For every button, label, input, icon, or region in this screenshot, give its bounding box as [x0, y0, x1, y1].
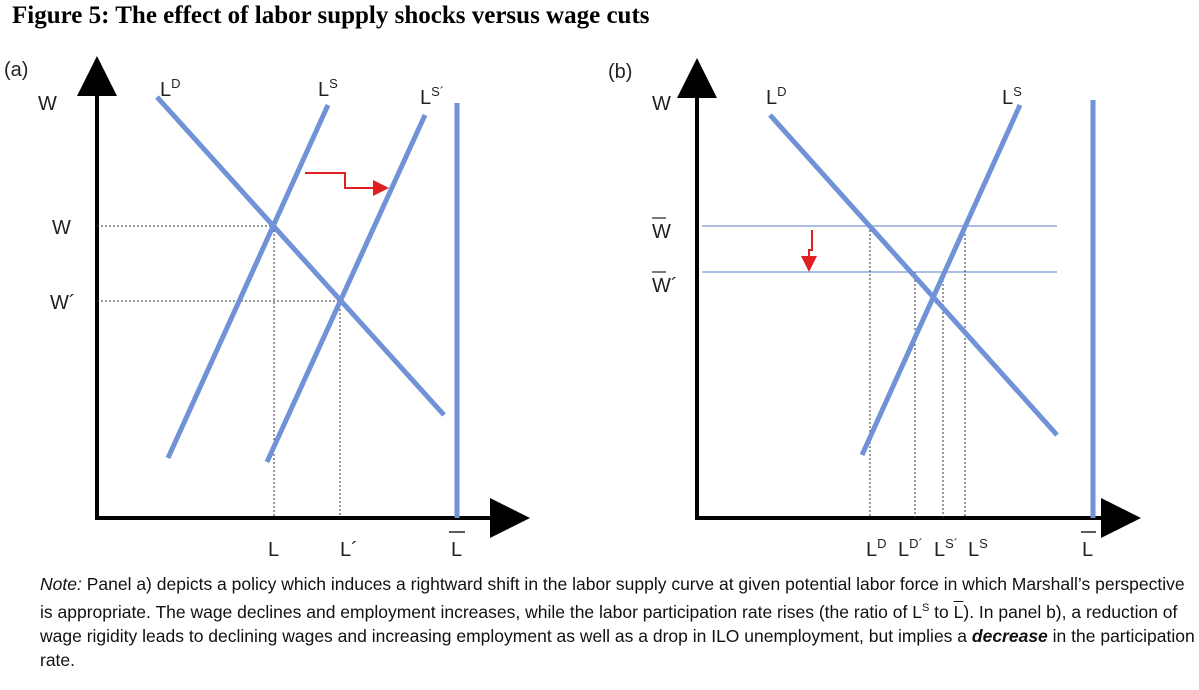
diagram: (a) W LD LS LS´ W W´ L L´ L (b) W LD LS …: [4, 56, 1141, 561]
note-text: ). In panel b), a reduction of wage rigi…: [40, 601, 1178, 646]
curve-label: LS: [1002, 84, 1022, 109]
sup: S´: [431, 84, 444, 99]
supply-curve: [859, 103, 1023, 457]
axis-label: W: [652, 93, 671, 115]
base: L: [934, 539, 945, 561]
x-label: LD´: [898, 536, 923, 561]
base: L: [766, 87, 777, 109]
x-label: LS: [968, 536, 988, 561]
x-label: LD: [866, 536, 887, 561]
x-label: LS´: [934, 536, 958, 561]
axis-label: W: [38, 93, 57, 115]
sup: D: [777, 84, 786, 99]
curve-label: LS: [318, 76, 338, 101]
panel-a: (a) W LD LS LS´ W W´ L L´ L: [4, 56, 530, 561]
sup: S´: [945, 536, 958, 551]
x-label: L: [1082, 539, 1093, 561]
sup: S: [1013, 84, 1022, 99]
panel-b: (b) W LD LS W W´ LD LD´ LS´ LS L: [608, 58, 1141, 561]
demand-curve: [768, 113, 1059, 437]
note: Note: Panel a) depicts a policy which in…: [40, 572, 1198, 672]
panel-label: (b): [608, 61, 632, 83]
note-sup: S: [921, 602, 930, 614]
note-symbol: L: [953, 601, 964, 622]
shift-arrow: [305, 172, 389, 196]
base: L: [898, 539, 909, 561]
sup: D: [171, 76, 180, 91]
note-emphasis: decrease: [971, 625, 1048, 646]
y-label: W: [52, 217, 71, 239]
sup: S: [329, 76, 338, 91]
base: L: [968, 539, 979, 561]
x-label: L´: [340, 539, 358, 561]
note-label: Note:: [40, 574, 82, 594]
note-text: Panel a) depicts a policy which induces …: [40, 574, 1185, 622]
panel-label: (a): [4, 59, 28, 81]
y-label: W´: [50, 292, 76, 314]
figure-title: Figure 5: The effect of labor supply sho…: [12, 2, 650, 29]
demand-curve: [155, 95, 446, 417]
sup: S: [979, 536, 988, 551]
base: L: [866, 539, 877, 561]
curve-label: LD: [160, 76, 181, 101]
curve-label: LS´: [420, 84, 444, 109]
base: L: [1002, 87, 1013, 109]
curve-label: LD: [766, 84, 787, 109]
supply-curve: [165, 103, 331, 460]
x-label: L: [268, 539, 279, 561]
base: L: [318, 79, 329, 101]
sup: D´: [909, 536, 923, 551]
x-label: L: [451, 539, 462, 561]
supply-curve-shifted: [264, 113, 428, 464]
note-text: to: [929, 601, 954, 622]
y-label: W´: [652, 275, 678, 297]
base: L: [420, 87, 431, 109]
y-label: W: [652, 221, 671, 243]
base: L: [160, 79, 171, 101]
sup: D: [877, 536, 886, 551]
note-text: in the participation rate.: [40, 625, 1195, 670]
wage-cut-arrow: [801, 230, 817, 272]
